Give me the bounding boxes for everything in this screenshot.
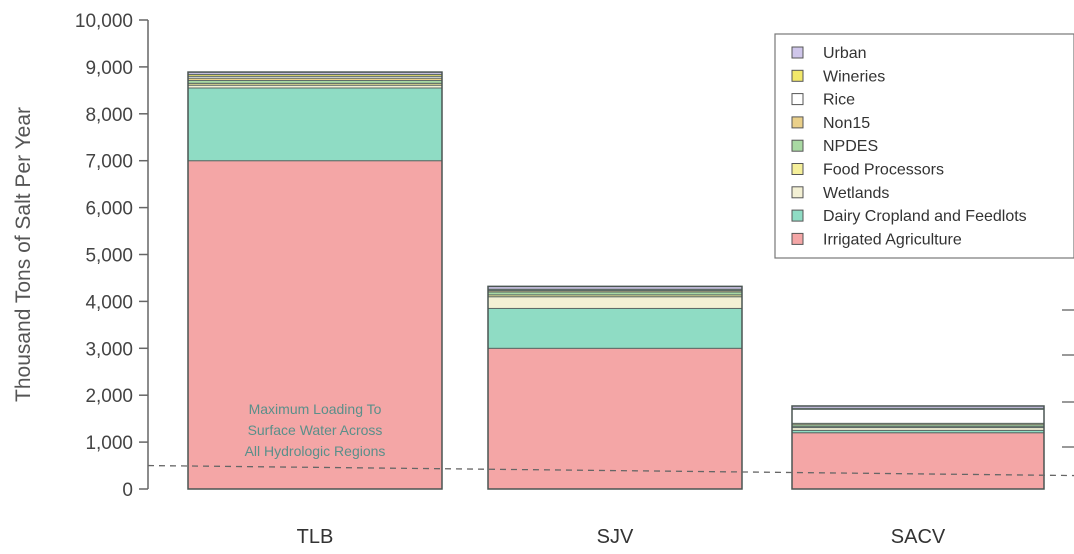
bar-segment <box>791 432 1045 490</box>
y-tick-label: 0 <box>122 480 133 501</box>
legend-swatch <box>791 163 804 175</box>
legend-label: NPDES <box>823 138 878 155</box>
reference-line-label: Maximum Loading To <box>249 401 382 417</box>
y-tick-label: 7,000 <box>85 152 133 173</box>
y-tick-label: 9,000 <box>85 58 133 79</box>
y-tick-label: 4,000 <box>85 292 133 313</box>
y-axis-title: Thousand Tons of Salt Per Year <box>12 107 35 402</box>
bar-segment <box>487 347 743 490</box>
legend-label: Dairy Cropland and Feedlots <box>823 208 1027 225</box>
legend-swatch <box>791 93 804 106</box>
bar-segment <box>487 296 743 309</box>
y-tick-label: 6,000 <box>85 199 133 220</box>
reference-line-group: Maximum Loading To Surface Water Across Al… <box>147 401 1074 477</box>
x-category-label: TLB <box>297 526 334 548</box>
y-tick-label: 1,000 <box>85 433 133 454</box>
axes: 0 1,000 2,000 3,000 4,000 5,000 6,000 7,000 8,00… <box>12 11 1074 548</box>
legend-label: Rice <box>823 92 855 109</box>
y-tick-label: 5,000 <box>85 246 133 267</box>
legend-swatch <box>791 209 804 222</box>
reference-line-label: Surface Water Across <box>248 422 383 438</box>
y-tick-label: 10,000 <box>75 11 133 32</box>
legend-swatch <box>791 139 804 152</box>
legend-label: Food Processors <box>823 162 944 179</box>
legend-swatch <box>791 116 804 129</box>
legend-swatch <box>791 69 804 82</box>
y-tick-label: 2,000 <box>85 386 133 407</box>
legend-box <box>774 33 1074 259</box>
legend-swatch <box>791 232 804 245</box>
y-tick-label: 8,000 <box>85 105 133 126</box>
legend-label: Wineries <box>823 68 885 85</box>
legend-label: Irrigated Agriculture <box>823 231 962 248</box>
bar-outline <box>487 285 743 490</box>
bar-segment <box>791 408 1045 424</box>
bar-segment <box>487 307 743 349</box>
reference-line <box>147 464 1074 477</box>
legend-swatch <box>791 46 804 59</box>
bar-outline <box>187 71 443 490</box>
legend-swatch <box>791 186 804 199</box>
bars <box>187 71 1045 490</box>
legend-label: Urban <box>823 45 867 62</box>
bar-segment <box>187 160 443 490</box>
x-category-label: SJV <box>597 526 634 548</box>
reference-line-label: All Hydrologic Regions <box>245 443 386 459</box>
x-category-label: SACV <box>891 526 946 548</box>
bar-segment <box>187 87 443 162</box>
legend-label: Wetlands <box>823 185 889 202</box>
legend: Urban Wineries Rice Non15 NPDES Food Processo… <box>774 33 1074 259</box>
y-tick-label: 3,000 <box>85 339 133 360</box>
legend-label: Non15 <box>823 115 870 132</box>
bar-outline <box>791 405 1045 490</box>
